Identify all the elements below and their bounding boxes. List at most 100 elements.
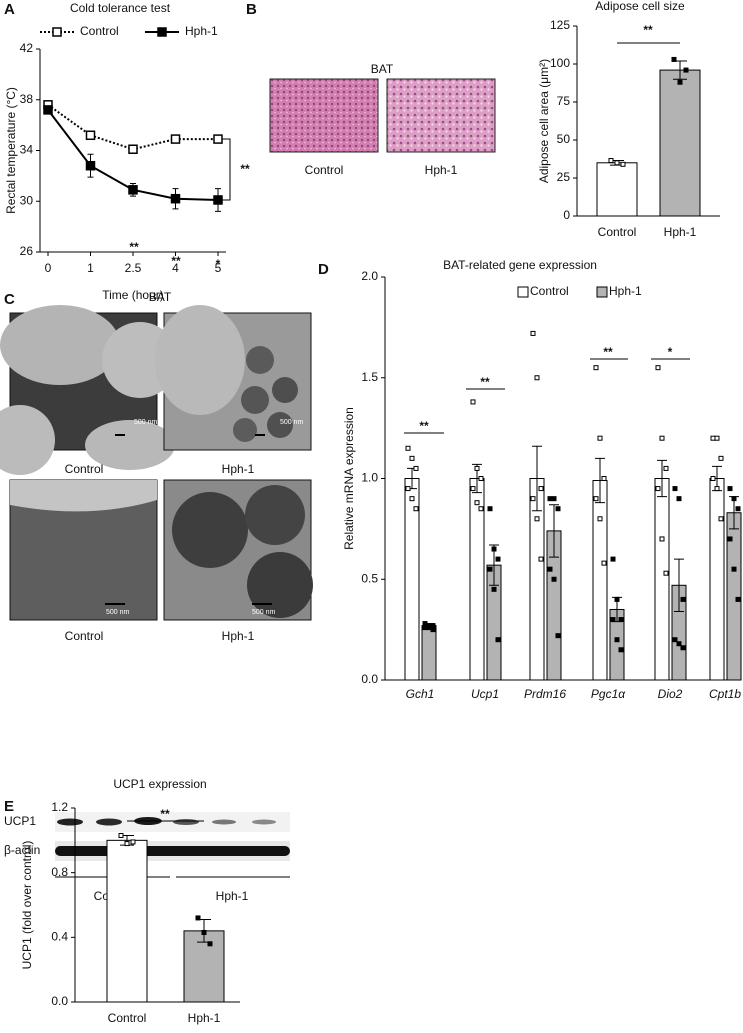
bar bbox=[596, 162, 638, 217]
point bbox=[547, 566, 553, 572]
point bbox=[538, 556, 544, 562]
error-bar bbox=[595, 457, 605, 504]
point bbox=[731, 566, 737, 572]
point bbox=[470, 399, 476, 405]
significance: ** bbox=[129, 240, 139, 254]
point bbox=[538, 486, 544, 492]
marker bbox=[85, 130, 96, 141]
panel-label: B bbox=[246, 1, 257, 18]
point bbox=[470, 486, 476, 492]
point bbox=[620, 161, 626, 167]
point bbox=[491, 586, 497, 592]
y-axis-label: Adipose cell area (μm²) bbox=[537, 59, 551, 183]
significance: ** bbox=[171, 254, 181, 268]
y-tick-label: 50 bbox=[557, 132, 571, 146]
blot-title: UCP1 expression bbox=[113, 777, 206, 791]
point bbox=[597, 435, 603, 441]
x-tick-label: Control bbox=[108, 1011, 147, 1025]
point bbox=[478, 506, 484, 512]
image-label: Control bbox=[65, 462, 104, 476]
point bbox=[478, 476, 484, 481]
legend-marker bbox=[52, 27, 62, 37]
chart-title: Adipose cell size bbox=[595, 0, 685, 13]
marker bbox=[85, 160, 96, 171]
marker bbox=[170, 134, 181, 144]
legend-swatch bbox=[517, 286, 529, 298]
x-tick-label: Hph-1 bbox=[664, 225, 697, 239]
y-tick-label: 0.8 bbox=[51, 865, 68, 879]
point bbox=[530, 496, 536, 502]
legend-label: Control bbox=[80, 24, 119, 38]
scale-bar-label: 500 nm bbox=[252, 609, 276, 616]
point bbox=[610, 617, 616, 623]
error-bar bbox=[657, 459, 667, 498]
em-image bbox=[163, 479, 313, 621]
y-tick-label: 0.0 bbox=[361, 672, 378, 686]
x-tick-label: 2.5 bbox=[125, 261, 142, 275]
point bbox=[430, 627, 436, 633]
error-bar bbox=[489, 544, 499, 586]
point bbox=[474, 465, 480, 471]
point bbox=[555, 633, 561, 639]
point bbox=[614, 637, 620, 643]
image-label: Hph-1 bbox=[222, 629, 255, 643]
western-blot bbox=[55, 812, 290, 861]
point bbox=[676, 496, 682, 502]
bar bbox=[183, 930, 225, 1003]
point bbox=[735, 506, 741, 512]
blot-row-label: UCP1 bbox=[4, 814, 36, 828]
y-tick-label: 2.0 bbox=[361, 269, 378, 283]
image-label: Hph-1 bbox=[222, 462, 255, 476]
point bbox=[680, 645, 686, 651]
x-tick-label: Cpt1b bbox=[709, 687, 741, 701]
marker bbox=[43, 105, 53, 115]
y-tick-label: 1.0 bbox=[361, 471, 378, 485]
point bbox=[593, 496, 599, 502]
x-tick-label: Gch1 bbox=[406, 687, 435, 701]
x-axis-label: Time (hour) bbox=[102, 288, 164, 302]
point bbox=[551, 576, 557, 582]
em-image bbox=[0, 305, 178, 475]
point bbox=[495, 556, 501, 562]
marker bbox=[213, 195, 223, 205]
point bbox=[714, 435, 720, 441]
point bbox=[118, 832, 124, 838]
point bbox=[601, 476, 607, 481]
scale-bar-label: 500 nm bbox=[280, 419, 304, 426]
point bbox=[201, 929, 207, 935]
image-label: Hph-1 bbox=[425, 163, 458, 177]
significance-bracket bbox=[222, 138, 231, 201]
significance: ** bbox=[419, 419, 429, 433]
point bbox=[487, 506, 493, 512]
point bbox=[207, 941, 213, 947]
point bbox=[671, 56, 677, 62]
y-tick-label: 1.2 bbox=[51, 800, 68, 814]
x-tick-label: 4 bbox=[172, 261, 179, 275]
point bbox=[597, 516, 603, 522]
point bbox=[618, 617, 624, 623]
point bbox=[659, 536, 665, 542]
y-tick-label: 25 bbox=[557, 170, 571, 184]
bar bbox=[659, 69, 701, 217]
significance: ** bbox=[240, 162, 250, 176]
point bbox=[735, 596, 741, 602]
x-tick-label: Dio2 bbox=[658, 687, 683, 701]
point bbox=[718, 516, 724, 522]
panel-label: E bbox=[4, 798, 14, 815]
point bbox=[422, 625, 428, 631]
point bbox=[430, 623, 436, 629]
y-tick-label: 38 bbox=[20, 92, 34, 106]
point bbox=[718, 455, 724, 461]
significance: * bbox=[216, 257, 221, 271]
significance: ** bbox=[603, 345, 613, 359]
legend-label: Hph-1 bbox=[185, 24, 218, 38]
point bbox=[710, 476, 716, 481]
x-tick-label: Pgc1α bbox=[591, 687, 626, 701]
point bbox=[714, 486, 720, 492]
y-tick-label: 1.5 bbox=[361, 370, 378, 384]
point bbox=[413, 506, 419, 512]
point bbox=[663, 465, 669, 471]
point bbox=[731, 496, 737, 502]
image-title: BAT bbox=[371, 62, 394, 76]
point bbox=[405, 445, 411, 451]
